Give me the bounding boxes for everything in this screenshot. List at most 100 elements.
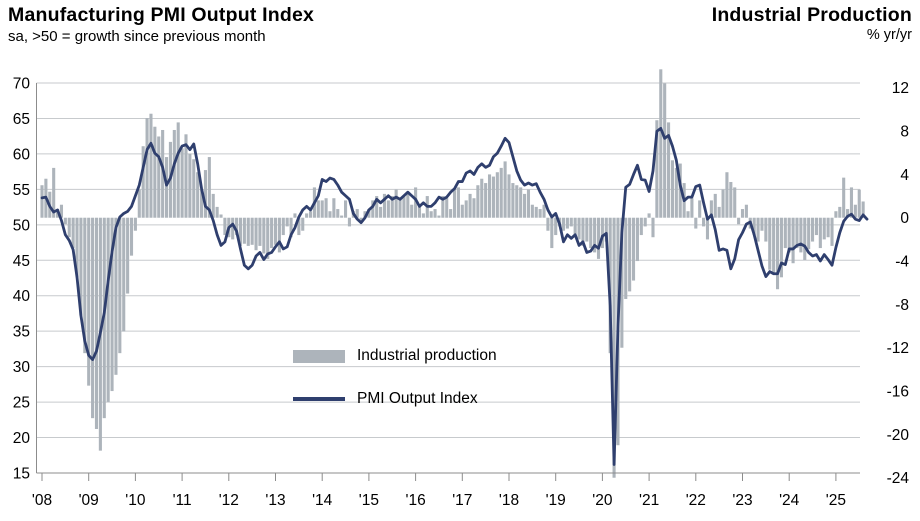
ip-bar [176, 122, 180, 218]
y-axis-label-right: 0 [900, 210, 909, 227]
ip-bar [324, 198, 328, 218]
y-axis-label-right: -8 [895, 297, 909, 314]
ip-bar [523, 193, 527, 218]
ip-bar [394, 189, 398, 218]
ip-bar [406, 193, 410, 218]
y-axis-label-right: -4 [895, 254, 909, 271]
ip-bar [694, 217, 698, 229]
ip-bar [122, 217, 126, 332]
ip-bar [842, 177, 846, 218]
x-axis-label: '11 [173, 492, 192, 509]
ip-bar [59, 204, 64, 218]
ip-bar [737, 217, 741, 225]
ip-bar [379, 206, 383, 218]
ip-bar [137, 189, 141, 218]
ip-bar [40, 185, 44, 218]
ip-bar [503, 161, 507, 218]
ip-bar [733, 187, 737, 218]
y-axis-label-left: 55 [13, 182, 30, 199]
ip-bar [359, 217, 363, 223]
ip-bar [254, 217, 258, 251]
ip-bar [332, 198, 336, 218]
ip-bar [830, 217, 834, 246]
ip-bar [667, 122, 671, 218]
ip-bar [184, 134, 188, 218]
ip-bar [585, 217, 589, 242]
y-axis-label-left: 35 [13, 324, 30, 341]
ip-bar [347, 217, 351, 227]
ip-bar [460, 204, 464, 218]
ip-bar [659, 69, 663, 218]
x-axis-label: '15 [359, 492, 379, 509]
ip-bar [791, 217, 795, 264]
y-axis-label-left: 30 [13, 359, 31, 376]
ip-bar [721, 189, 725, 218]
ip-bar [647, 213, 651, 218]
x-axis-label: '25 [826, 492, 846, 509]
ip-bar [838, 206, 842, 218]
ip-bar [200, 189, 204, 218]
y-axis-label-left: 65 [13, 111, 30, 128]
ip-bar [231, 217, 235, 240]
ip-bar [157, 136, 161, 218]
x-axis-label: '22 [686, 492, 706, 509]
ip-bar [690, 198, 694, 218]
ip-bar [826, 217, 830, 238]
ip-bar [87, 217, 91, 386]
x-axis-label: '10 [125, 492, 146, 509]
ip-bar [628, 217, 632, 292]
ip-bar [258, 217, 262, 246]
y-axis-label-left: 25 [13, 395, 30, 412]
ip-bar [775, 217, 780, 290]
ip-bar [569, 217, 573, 227]
ip-bar [561, 217, 566, 231]
x-axis-label: '12 [219, 492, 239, 509]
ip-bar [79, 217, 83, 316]
ip-bar [452, 189, 457, 218]
ip-bar [215, 206, 219, 218]
ip-bar [235, 217, 239, 236]
x-axis-label: '23 [732, 492, 752, 509]
ip-bar [328, 211, 332, 218]
ip-bar [725, 172, 729, 218]
ip-bar [814, 217, 818, 236]
ip-bar [250, 217, 254, 245]
ip-bar [129, 217, 134, 256]
y-axis-label-left: 50 [13, 217, 31, 234]
ip-bar [705, 217, 710, 240]
ip-bar [861, 201, 865, 218]
ip-bar [188, 153, 192, 218]
ip-bar [456, 187, 460, 218]
ip-bar [433, 209, 437, 218]
ip-bar [149, 113, 153, 218]
ip-bar [717, 206, 721, 218]
ip-bar [857, 189, 861, 218]
x-axis-label: '08 [32, 492, 52, 509]
ip-bar [631, 217, 636, 281]
ip-bar [670, 160, 674, 218]
ip-bar [499, 167, 503, 218]
ip-bar [554, 217, 558, 236]
y-axis-label-left: 70 [13, 76, 31, 93]
ip-bar [386, 200, 390, 218]
legend-line-label: PMI Output Index [357, 390, 478, 407]
ip-bar [834, 211, 838, 218]
ip-bar [340, 215, 344, 218]
ip-bar [153, 126, 157, 218]
ip-bar [581, 217, 585, 246]
ip-bar [787, 217, 791, 253]
ip-bar [355, 209, 359, 218]
ip-bar [729, 181, 733, 218]
ip-bar [305, 213, 309, 218]
ip-bar [52, 167, 56, 218]
ip-bar [238, 217, 243, 246]
ip-bar [468, 193, 472, 218]
ip-bar [709, 200, 713, 218]
ip-bar [277, 217, 281, 253]
ip-bar [308, 211, 313, 218]
ip-bar [429, 211, 433, 218]
chart-title-block-right: Industrial Production % yr/yr [712, 4, 912, 43]
ip-bar [760, 217, 764, 231]
ip-bar [744, 204, 748, 218]
ip-bar [476, 185, 480, 218]
